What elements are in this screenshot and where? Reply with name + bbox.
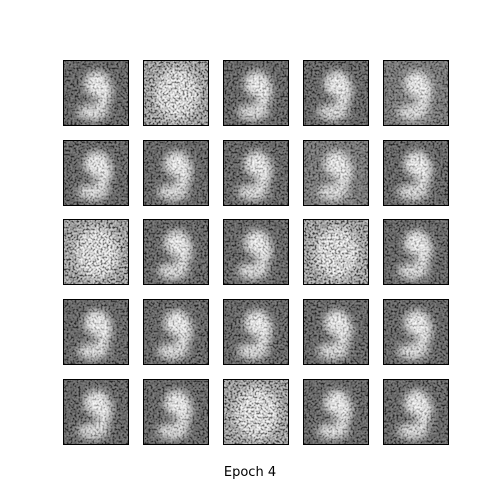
generated-image: [303, 379, 369, 445]
generated-image: [383, 60, 449, 126]
image-border: [223, 140, 289, 206]
generated-image: [383, 299, 449, 365]
generated-image: [223, 299, 289, 365]
image-border: [303, 299, 369, 365]
image-border: [223, 219, 289, 285]
generated-image: [383, 140, 449, 206]
image-border: [383, 379, 449, 445]
noise: [143, 299, 209, 365]
noise: [383, 140, 449, 206]
generated-image: [223, 379, 289, 445]
generated-image: [223, 140, 289, 206]
generated-image: [143, 299, 209, 365]
noise: [223, 60, 289, 126]
generated-image: [223, 219, 289, 285]
generated-image: [143, 140, 209, 206]
image-border: [143, 379, 209, 445]
noise: [63, 379, 129, 445]
image-border: [63, 140, 129, 206]
noise: [143, 379, 209, 445]
noise: [63, 299, 129, 365]
generated-image: [303, 219, 369, 285]
noise: [383, 219, 449, 285]
generated-image: [63, 379, 129, 445]
generated-image: [63, 140, 129, 206]
generated-image: [143, 219, 209, 285]
noise: [143, 219, 209, 285]
image-border: [303, 219, 369, 285]
noise: [383, 379, 449, 445]
image-border: [383, 60, 449, 126]
image-border: [303, 379, 369, 445]
generated-image: [143, 60, 209, 126]
generated-image: [63, 299, 129, 365]
generated-image: [303, 140, 369, 206]
noise: [223, 219, 289, 285]
noise: [303, 140, 369, 206]
noise: [383, 60, 449, 126]
image-border: [303, 60, 369, 126]
noise: [63, 219, 129, 285]
generated-image: [303, 60, 369, 126]
noise: [143, 140, 209, 206]
image-border: [303, 140, 369, 206]
noise: [303, 219, 369, 285]
image-grid: [63, 60, 449, 445]
generated-image: [143, 379, 209, 445]
image-border: [143, 299, 209, 365]
noise: [223, 379, 289, 445]
image-border: [223, 299, 289, 365]
generated-image: [63, 60, 129, 126]
noise: [63, 60, 129, 126]
image-border: [143, 140, 209, 206]
noise: [303, 60, 369, 126]
noise: [383, 299, 449, 365]
noise: [223, 299, 289, 365]
noise: [303, 299, 369, 365]
image-border: [143, 219, 209, 285]
noise: [303, 379, 369, 445]
noise: [63, 140, 129, 206]
image-border: [63, 299, 129, 365]
noise: [143, 60, 209, 126]
image-border: [383, 140, 449, 206]
image-border: [223, 379, 289, 445]
image-border: [63, 60, 129, 126]
image-border: [383, 219, 449, 285]
image-border: [143, 60, 209, 126]
image-border: [383, 299, 449, 365]
image-border: [63, 219, 129, 285]
generated-image: [303, 299, 369, 365]
generated-image: [223, 60, 289, 126]
caption: Epoch 4: [224, 465, 276, 480]
generated-image: [383, 219, 449, 285]
generated-image: [63, 219, 129, 285]
image-border: [223, 60, 289, 126]
image-border: [63, 379, 129, 445]
generated-image: [383, 379, 449, 445]
noise: [223, 140, 289, 206]
